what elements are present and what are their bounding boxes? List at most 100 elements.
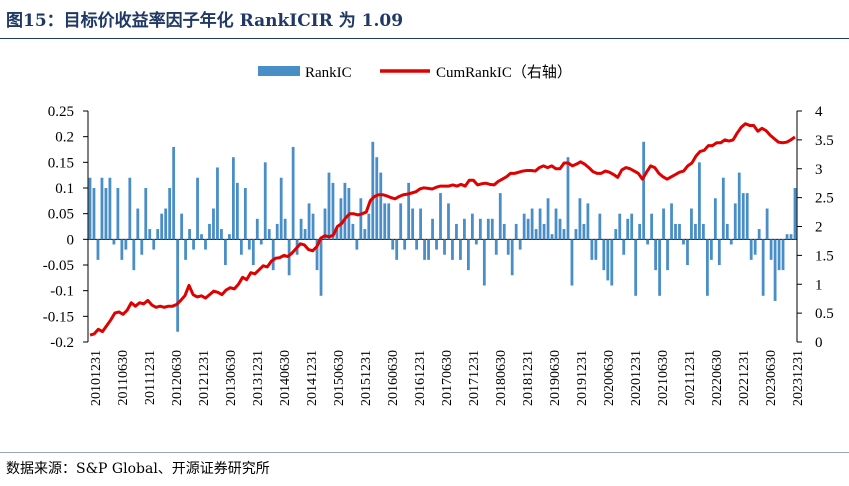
- rankic-bar: [705, 239, 709, 296]
- rankic-bar: [152, 239, 156, 250]
- rankic-bars: [88, 141, 797, 332]
- rankic-bar: [713, 198, 717, 240]
- rankic-bar: [216, 167, 219, 240]
- rankic-bar: [622, 239, 626, 255]
- rankic-bar: [323, 208, 327, 240]
- right-axis-tick-label: 0: [815, 335, 823, 351]
- x-axis-tick-label: 20221231: [737, 350, 752, 406]
- rankic-bar: [291, 146, 295, 240]
- rankic-bar: [172, 146, 176, 240]
- rankic-bar: [682, 239, 685, 245]
- rankic-bar: [486, 218, 490, 240]
- rankic-bar: [259, 239, 263, 245]
- rankic-bar: [415, 239, 419, 250]
- x-axis-tick-label: 20150630: [332, 350, 347, 406]
- left-axis-tick-label: -0.05: [43, 258, 74, 274]
- left-axis-tick-label: 0.25: [48, 104, 74, 120]
- x-axis-tick-label: 20130630: [224, 350, 239, 406]
- x-axis-tick-label: 20151231: [359, 350, 374, 406]
- rankic-bar: [407, 182, 411, 240]
- rankic-bar: [494, 239, 498, 255]
- rankic-bar: [506, 239, 510, 255]
- rankic-bar: [180, 213, 183, 240]
- rankic-bar: [522, 213, 526, 240]
- rankic-bar: [478, 218, 482, 240]
- rankic-bar: [518, 239, 522, 250]
- rankic-bar: [538, 208, 542, 240]
- x-axis-tick-label: 20121231: [197, 350, 212, 406]
- rankic-bar: [502, 223, 506, 240]
- rankic-bar: [646, 239, 650, 245]
- rankic-bar: [403, 239, 407, 250]
- rankic-bar: [224, 239, 227, 265]
- rankic-bar: [618, 213, 622, 240]
- rankic-bar: [435, 239, 438, 250]
- rankic-bar: [92, 188, 96, 240]
- rankic-bar: [642, 141, 646, 240]
- left-axis-tick-label: -0.15: [43, 309, 74, 325]
- x-axis-tick-label: 20180630: [494, 350, 509, 406]
- legend-swatch-rankic: [258, 66, 300, 76]
- x-axis-tick-label: 20190630: [548, 350, 563, 406]
- rankic-bar: [196, 177, 199, 240]
- rankic-bar: [490, 218, 494, 240]
- rankic-bar: [220, 229, 223, 240]
- x-axis-tick-label: 20170630: [440, 350, 455, 406]
- rankic-bar: [674, 223, 677, 240]
- rankic-bar: [387, 203, 391, 240]
- x-axis-tick-label: 20171231: [467, 350, 482, 406]
- legend: RankIC CumRankIC（右轴）: [258, 64, 572, 81]
- left-axis-tick-label: -0.1: [50, 284, 74, 300]
- rankic-bar: [749, 239, 753, 260]
- rankic-bar: [594, 239, 598, 260]
- rankic-bar: [773, 239, 777, 301]
- source-divider: [0, 452, 849, 453]
- x-axis-tick-label: 20210630: [656, 350, 671, 406]
- rankic-bar: [319, 239, 323, 296]
- rankic-bar: [753, 239, 757, 255]
- left-axis-tick-label: 0.2: [55, 130, 74, 146]
- rankic-bar: [602, 239, 606, 271]
- rankic-bar: [789, 234, 793, 240]
- rankic-bar: [757, 229, 761, 240]
- left-axis-tick-label: 0.05: [48, 207, 74, 223]
- rankic-bar: [212, 208, 215, 240]
- rankic-bar: [335, 229, 339, 240]
- rankic-bar: [717, 239, 721, 265]
- rankic-bar: [610, 239, 614, 286]
- rankic-bar: [116, 188, 120, 240]
- rankic-bar: [200, 234, 203, 240]
- right-axis-tick-label: 1: [815, 277, 823, 293]
- x-axis-tick-label: 20110630: [116, 350, 131, 405]
- rankic-bar: [419, 208, 422, 240]
- rankic-bar: [271, 239, 275, 271]
- rankic-bar: [363, 229, 367, 240]
- rankic-bar: [208, 223, 211, 240]
- rankic-bar: [311, 213, 315, 240]
- x-axis-tick-label: 20230630: [764, 350, 779, 406]
- rankic-bar: [255, 218, 259, 240]
- rankic-bar: [228, 234, 231, 240]
- rankic-bar: [132, 239, 136, 271]
- rankic-bar: [299, 218, 303, 240]
- x-axis-tick-label: 20161231: [413, 350, 428, 406]
- rankic-bar: [108, 177, 112, 240]
- rankic-bar: [459, 239, 462, 260]
- right-axis-tick-label: 2.5: [815, 191, 834, 207]
- rankic-bar: [267, 229, 271, 240]
- rankic-bar: [275, 223, 279, 240]
- rankic-bar: [124, 239, 128, 250]
- rankic-bar: [128, 177, 132, 240]
- rankic-bar: [482, 239, 486, 286]
- rankic-bar: [283, 218, 287, 240]
- rankic-bar: [658, 239, 661, 296]
- rankic-bar: [554, 208, 558, 240]
- rankic-bar: [144, 188, 148, 240]
- x-axis-tick-label: 20101231: [89, 350, 104, 406]
- rankic-bar: [120, 239, 124, 260]
- chart-title: 图15：目标价收益率因子年化 RankICIR 为 1.09: [6, 11, 404, 31]
- rankic-bar: [638, 223, 642, 240]
- rankic-bar: [666, 239, 669, 271]
- rankic-bar: [235, 182, 239, 240]
- axes: 0.25 0.2 0.15 0.1 0.05 0 -0.05 -0.1 -0.15 -0.2 4 3.…: [43, 104, 834, 406]
